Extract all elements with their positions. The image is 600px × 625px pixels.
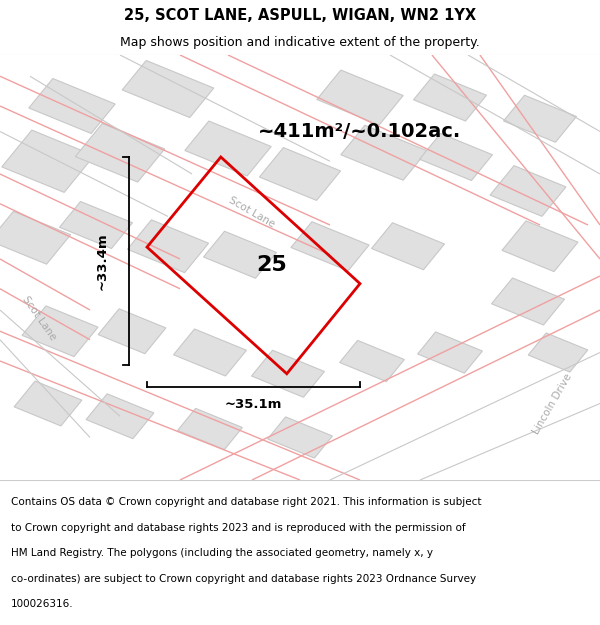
Text: ~33.4m: ~33.4m xyxy=(95,232,109,290)
Text: Contains OS data © Crown copyright and database right 2021. This information is : Contains OS data © Crown copyright and d… xyxy=(11,498,481,508)
Polygon shape xyxy=(419,134,493,181)
Polygon shape xyxy=(14,381,82,426)
Polygon shape xyxy=(185,121,271,176)
Polygon shape xyxy=(22,306,98,357)
Polygon shape xyxy=(291,222,369,271)
Polygon shape xyxy=(173,329,247,376)
Text: co-ordinates) are subject to Crown copyright and database rights 2023 Ordnance S: co-ordinates) are subject to Crown copyr… xyxy=(11,574,476,584)
Text: 100026316.: 100026316. xyxy=(11,599,73,609)
Polygon shape xyxy=(127,220,209,272)
Polygon shape xyxy=(98,309,166,354)
Text: Lincoln Drive: Lincoln Drive xyxy=(530,371,574,436)
Polygon shape xyxy=(317,70,403,125)
Polygon shape xyxy=(122,61,214,118)
Polygon shape xyxy=(371,222,445,270)
Polygon shape xyxy=(178,408,242,449)
Polygon shape xyxy=(418,332,482,373)
Text: Scot Lane: Scot Lane xyxy=(20,294,58,343)
Polygon shape xyxy=(251,350,325,398)
Polygon shape xyxy=(268,417,332,458)
Polygon shape xyxy=(413,74,487,121)
Text: ~35.1m: ~35.1m xyxy=(225,398,282,411)
Polygon shape xyxy=(528,333,588,372)
Polygon shape xyxy=(86,394,154,439)
Text: 25: 25 xyxy=(256,256,287,276)
Text: Map shows position and indicative extent of the property.: Map shows position and indicative extent… xyxy=(120,36,480,49)
Polygon shape xyxy=(0,211,71,264)
Polygon shape xyxy=(341,125,427,180)
Polygon shape xyxy=(259,148,341,201)
Polygon shape xyxy=(490,166,566,216)
Text: ~411m²/~0.102ac.: ~411m²/~0.102ac. xyxy=(259,122,461,141)
Polygon shape xyxy=(340,341,404,382)
Text: Scot Lane: Scot Lane xyxy=(227,195,277,229)
Polygon shape xyxy=(502,221,578,272)
Polygon shape xyxy=(29,79,115,134)
Text: 25, SCOT LANE, ASPULL, WIGAN, WN2 1YX: 25, SCOT LANE, ASPULL, WIGAN, WN2 1YX xyxy=(124,8,476,23)
Text: HM Land Registry. The polygons (including the associated geometry, namely x, y: HM Land Registry. The polygons (includin… xyxy=(11,548,433,558)
Polygon shape xyxy=(59,201,133,249)
Polygon shape xyxy=(2,130,94,192)
Polygon shape xyxy=(203,231,277,278)
Text: to Crown copyright and database rights 2023 and is reproduced with the permissio: to Crown copyright and database rights 2… xyxy=(11,522,466,532)
Polygon shape xyxy=(76,123,164,182)
Polygon shape xyxy=(491,278,565,325)
Polygon shape xyxy=(503,95,577,142)
